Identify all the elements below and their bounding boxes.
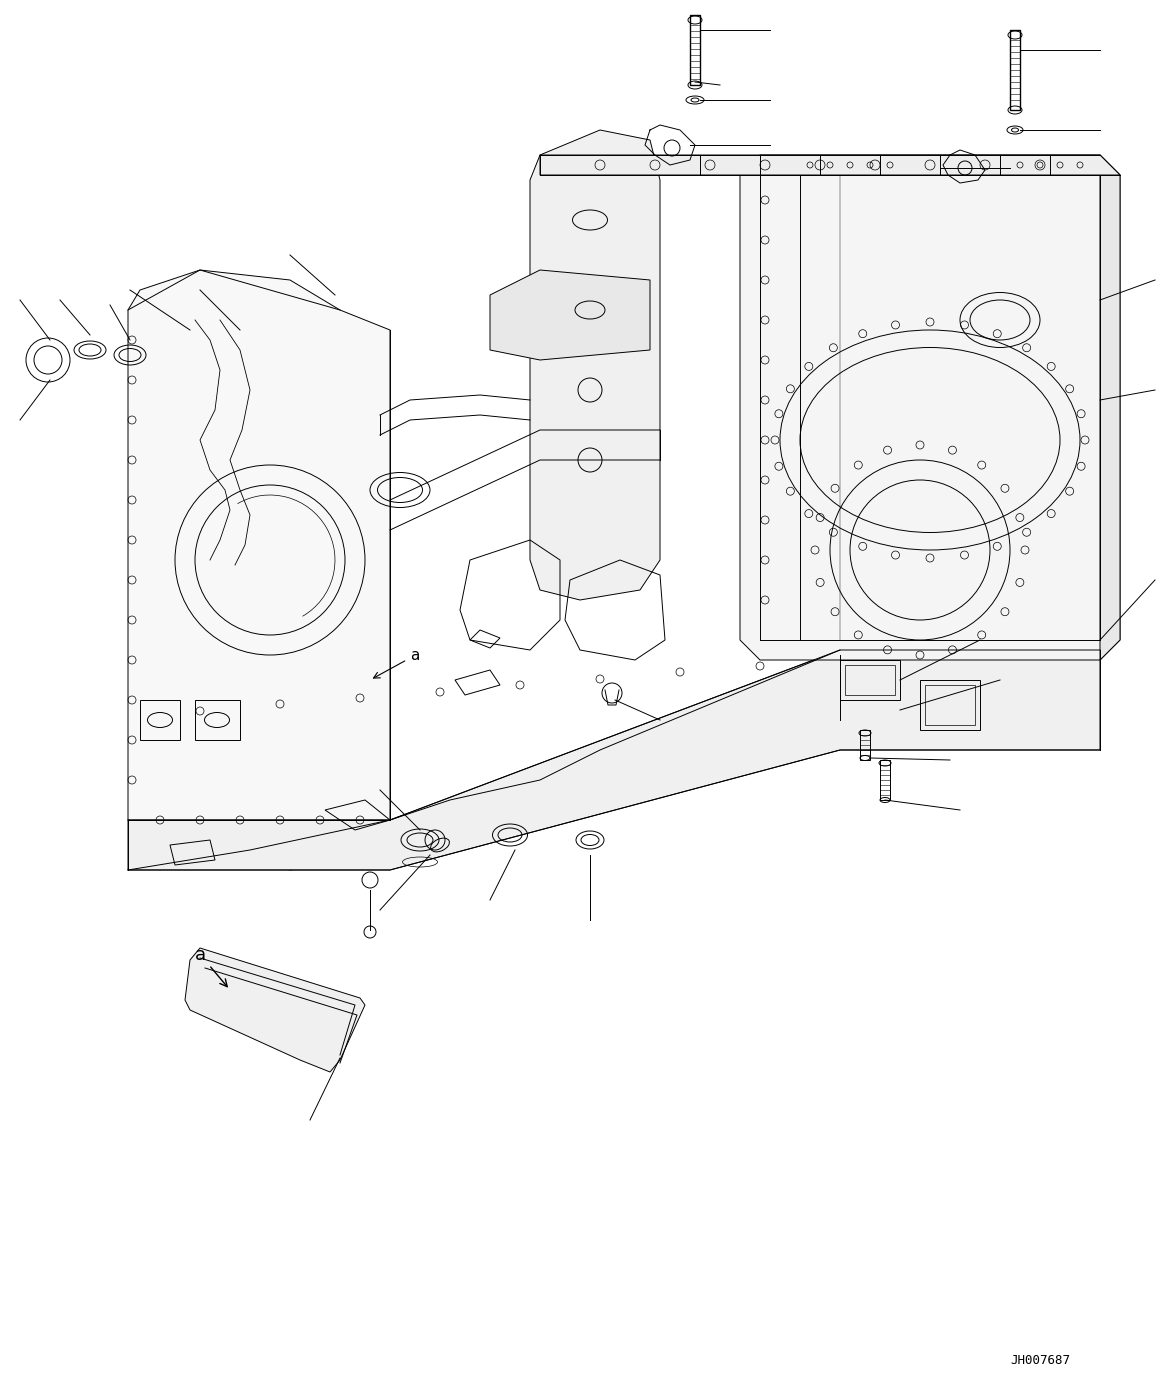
Polygon shape — [128, 650, 1100, 871]
Polygon shape — [1100, 155, 1120, 660]
Polygon shape — [185, 948, 365, 1073]
Text: a: a — [195, 947, 227, 987]
Polygon shape — [490, 270, 650, 360]
Polygon shape — [530, 130, 659, 601]
Polygon shape — [540, 155, 1120, 174]
Text: a: a — [373, 648, 420, 678]
Text: JH007687: JH007687 — [1009, 1354, 1070, 1366]
Polygon shape — [740, 155, 1120, 660]
Polygon shape — [128, 270, 390, 871]
